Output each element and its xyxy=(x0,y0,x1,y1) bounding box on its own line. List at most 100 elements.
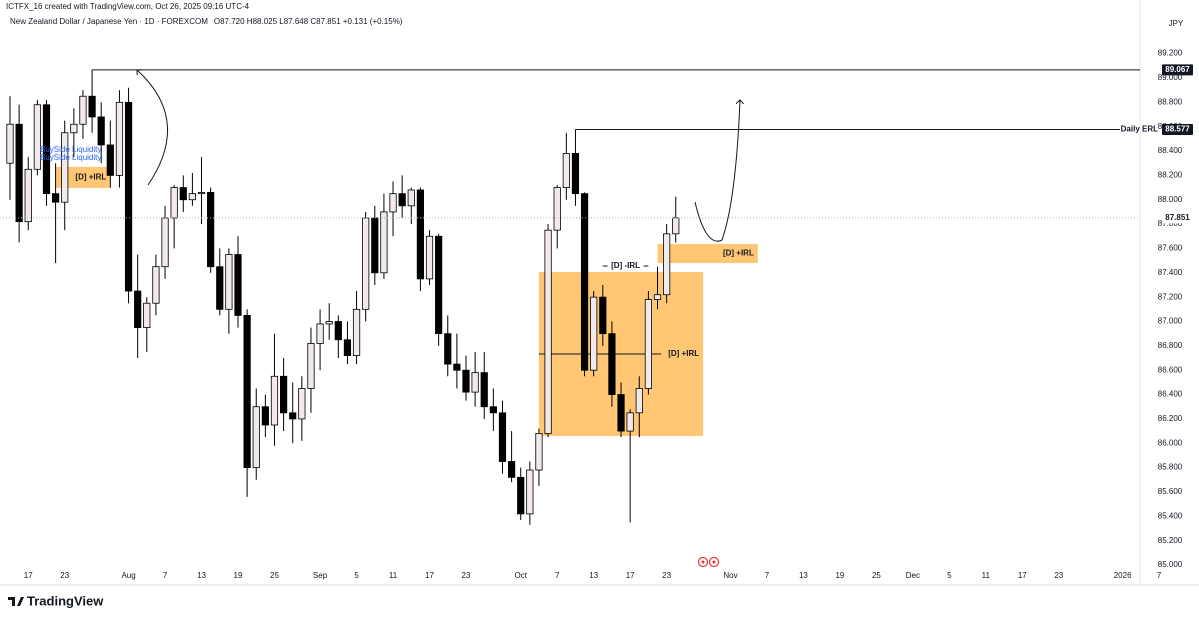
zone xyxy=(657,244,758,264)
logo: TradingView xyxy=(8,593,104,608)
candle-body xyxy=(70,123,78,134)
y-tick-label: 88.800 xyxy=(1158,97,1183,106)
candle-body xyxy=(617,394,625,432)
candle-body xyxy=(398,193,406,207)
candle-body xyxy=(590,296,598,371)
candle-body xyxy=(207,192,215,268)
candle-body xyxy=(635,388,643,414)
y-tick-label: 87.800 xyxy=(1158,219,1183,228)
ohlc-legend: O87.720 H88.025 L87.648 C87.851 +0.131 (… xyxy=(214,17,403,26)
x-tick-label: 13 xyxy=(197,571,206,580)
candle-body xyxy=(52,193,60,203)
x-tick-label: 17 xyxy=(24,571,33,580)
x-tick-label: 7 xyxy=(163,571,168,580)
current-price-box xyxy=(1162,212,1193,224)
x-tick-label: Oct xyxy=(514,571,527,580)
y-tick-label: 85.200 xyxy=(1158,536,1183,545)
candle-body xyxy=(134,290,142,328)
alert-icons xyxy=(697,556,720,568)
candle-body xyxy=(115,101,124,176)
x-tick-label: 17 xyxy=(425,571,434,580)
currency: JPY xyxy=(1169,19,1184,28)
y-tick-label: 87.200 xyxy=(1158,292,1183,301)
y-tick-label: 86.000 xyxy=(1158,438,1183,447)
y-tick-label: 88.400 xyxy=(1158,146,1183,155)
candle-body xyxy=(453,363,461,371)
candle-body xyxy=(444,333,452,365)
y-tick-label: 86.400 xyxy=(1158,390,1183,399)
candle-body xyxy=(197,192,206,195)
candle-body xyxy=(216,266,224,310)
x-tick-label: 7 xyxy=(1157,571,1162,580)
candle-body xyxy=(362,217,370,310)
x-tick-label: 25 xyxy=(872,571,881,580)
annotation: BuySide Liquidity xyxy=(40,145,101,154)
y-tick-label: 86.200 xyxy=(1158,414,1183,423)
candle-body xyxy=(416,189,425,280)
plot: 85.000 85.200 85.400 85.600 85.800 86.000 86.2… xyxy=(0,0,1199,586)
y-tick-label: 87.000 xyxy=(1158,317,1183,326)
zone-label: [D] +IRL xyxy=(668,349,699,358)
candle-body xyxy=(371,217,379,274)
projection-arrow xyxy=(694,100,740,242)
x-tick-label: 19 xyxy=(835,571,844,580)
candle-body xyxy=(234,254,242,316)
candle-body xyxy=(42,104,51,195)
x-tick-label: 7 xyxy=(555,571,560,580)
zone xyxy=(55,166,111,188)
candle-body xyxy=(170,187,178,219)
candle-body xyxy=(106,144,114,176)
candle-body xyxy=(88,95,96,118)
candle-body xyxy=(425,235,434,280)
x-tick-label: 11 xyxy=(389,571,398,580)
x-tick-label: 17 xyxy=(626,571,635,580)
x-tick-label: 19 xyxy=(234,571,243,580)
level-label: Daily ERL xyxy=(1121,125,1158,134)
x-tick-label: 17 xyxy=(1018,571,1027,580)
level-label-bg xyxy=(607,260,644,271)
x-tick-label: 13 xyxy=(589,571,598,580)
candle-body xyxy=(535,433,543,471)
y-tick-label: 85.800 xyxy=(1158,463,1183,472)
candle-body xyxy=(15,123,23,223)
candle-body xyxy=(33,104,41,170)
y-tick-label: 87.400 xyxy=(1158,268,1183,277)
candle-body xyxy=(298,388,306,420)
candle-body xyxy=(471,372,479,393)
x-tick-label: Nov xyxy=(723,571,737,580)
candle-body xyxy=(507,461,516,478)
zone-label: [D] +IRL xyxy=(75,173,106,182)
x-tick-label: 5 xyxy=(947,571,952,580)
y-tick-label: 87.600 xyxy=(1158,244,1183,253)
zone-label: [D] +IRL xyxy=(723,249,754,258)
candle-body xyxy=(580,193,589,371)
attribution: ICTFX_16 created with TradingView.com, O… xyxy=(6,2,250,11)
y-tick-label: 89.200 xyxy=(1158,49,1183,58)
y-tick-label: 85.000 xyxy=(1158,560,1183,569)
x-tick-label: Aug xyxy=(121,571,135,580)
symbol-legend: New Zealand Dollar / Japanese Yen · 1D ·… xyxy=(10,17,403,26)
candle-body xyxy=(124,101,133,292)
candle-body xyxy=(526,469,534,515)
candle-body xyxy=(243,315,251,469)
candle-body xyxy=(279,375,288,414)
candle-body xyxy=(316,323,324,344)
x-tick-label: Sep xyxy=(313,571,328,580)
candle-body xyxy=(61,132,69,203)
candle-body xyxy=(225,254,233,310)
candle-body xyxy=(517,476,525,515)
price-box-label: 88.577 xyxy=(1165,125,1190,134)
x-tick-label: 13 xyxy=(799,571,808,580)
price-box xyxy=(1162,123,1193,135)
x-tick-label: 7 xyxy=(765,571,770,580)
level-label: [D] -IRL xyxy=(611,261,640,270)
y-tick-label: 86.600 xyxy=(1158,365,1183,374)
x-tick-label: 23 xyxy=(60,571,69,580)
y-tick-label: 85.400 xyxy=(1158,511,1183,520)
candle-body xyxy=(6,123,14,164)
y-tick-label: 85.600 xyxy=(1158,487,1183,496)
x-tick-label: 23 xyxy=(662,571,671,580)
candle-body xyxy=(672,217,680,235)
candle-body xyxy=(261,406,269,426)
